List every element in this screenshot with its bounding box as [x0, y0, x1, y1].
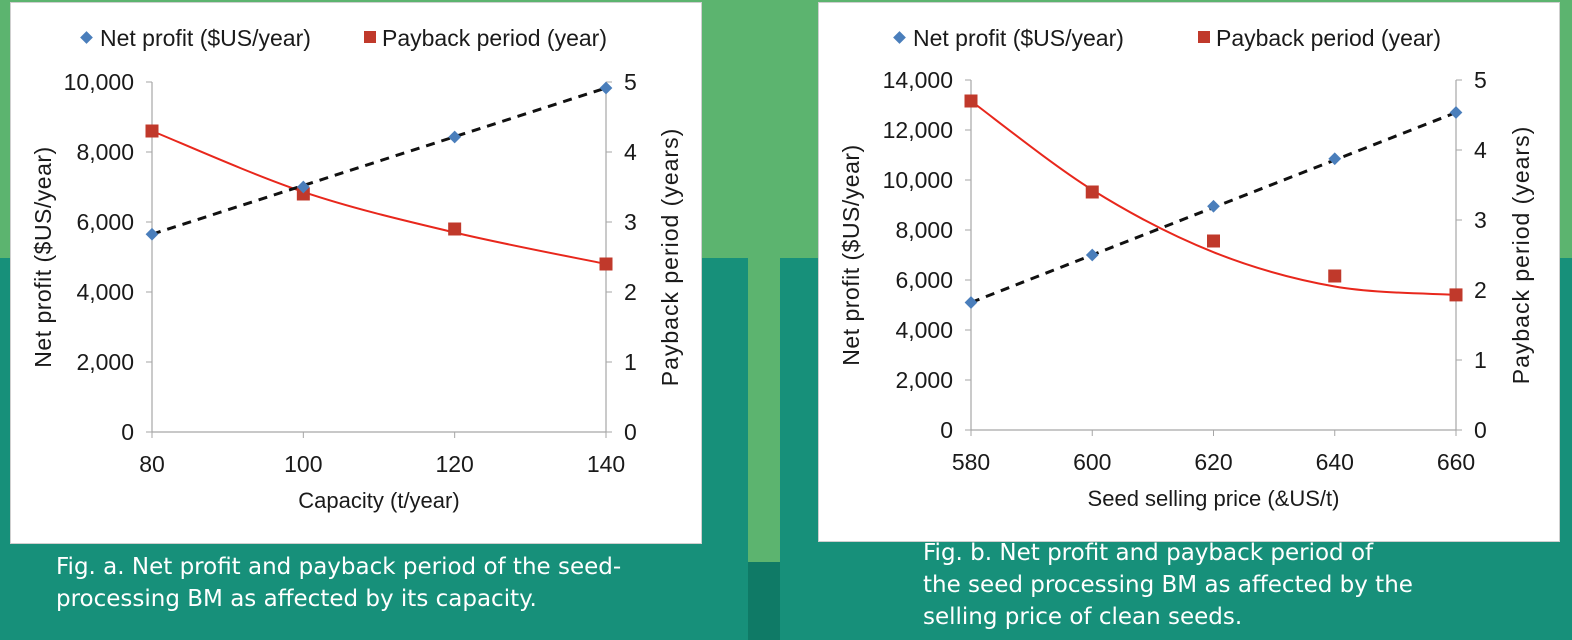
y-tick-label: 6,000	[76, 209, 134, 235]
y-tick-label: 10,000	[883, 167, 953, 193]
caption-fig-a: Fig. a. Net profit and payback period of…	[56, 551, 621, 615]
caption-a-line-1: Fig. a. Net profit and payback period of…	[56, 554, 622, 580]
net-profit-point	[145, 227, 159, 241]
legend-payback-marker	[364, 31, 376, 43]
payback-trendline	[970, 100, 1457, 296]
payback-trendline	[151, 130, 607, 265]
y-tick-label: 12,000	[883, 117, 953, 143]
net-profit-point	[599, 81, 613, 95]
y2-tick-label: 3	[1474, 207, 1487, 233]
x-tick-label: 80	[139, 451, 165, 477]
y2-tick-label: 4	[1474, 137, 1487, 163]
y-tick-label: 4,000	[76, 279, 134, 305]
payback-point	[964, 94, 978, 108]
center-divider-light	[748, 0, 780, 562]
payback-point	[448, 222, 462, 236]
legend-net-profit-marker	[893, 31, 906, 44]
payback-point	[1328, 269, 1342, 283]
legend-net-profit-marker	[80, 31, 93, 44]
y-axis-title-right: Payback period (years)	[657, 128, 683, 387]
payback-point	[599, 257, 613, 271]
net-profit-point	[964, 296, 978, 309]
x-axis-title: Capacity (t/year)	[298, 488, 459, 513]
caption-a-line-2: processing BM as affected by its capacit…	[56, 586, 537, 612]
caption-b-line-2: the seed processing BM as affected by th…	[923, 572, 1413, 598]
y2-tick-label: 0	[624, 419, 637, 445]
y-tick-label: 0	[121, 419, 134, 445]
x-tick-label: 600	[1073, 449, 1111, 475]
y2-tick-label: 5	[624, 69, 637, 95]
net-profit-point	[296, 180, 310, 194]
chart-panel-capacity: 0 2,000 4,000 6,000 8,000 10,000 0 1 2 3 4 5 80 100 12…	[10, 2, 702, 544]
legend-net-profit-label: Net profit ($US/year)	[913, 25, 1124, 51]
caption-fig-b: Fig. b. Net profit and payback period of…	[923, 537, 1413, 633]
y-tick-label: 2,000	[76, 349, 134, 375]
y2-tick-label: 1	[1474, 347, 1487, 373]
chart-panel-seed-price: 0 2,000 4,000 6,000 8,000 10,000 12,000 14,000 0…	[818, 2, 1560, 542]
caption-b-line-3: selling price of clean seeds.	[923, 604, 1243, 630]
legend-net-profit-label: Net profit ($US/year)	[100, 25, 311, 51]
net-profit-trendline	[151, 86, 607, 236]
payback-point	[1449, 288, 1463, 302]
net-profit-point	[448, 130, 462, 144]
y-tick-label: 6,000	[895, 267, 953, 293]
payback-point	[145, 124, 159, 138]
y2-tick-label: 1	[624, 349, 637, 375]
y-tick-label: 8,000	[76, 139, 134, 165]
y2-tick-label: 3	[624, 209, 637, 235]
y-tick-label: 10,000	[64, 69, 134, 95]
y-axis-title-left: Net profit ($US/year)	[30, 146, 56, 367]
x-tick-label: 100	[284, 451, 322, 477]
x-tick-label: 620	[1194, 449, 1232, 475]
y2-tick-label: 5	[1474, 67, 1487, 93]
y2-tick-label: 2	[624, 279, 637, 305]
x-tick-label: 120	[435, 451, 473, 477]
y-tick-label: 14,000	[883, 67, 953, 93]
chart-capacity: 0 2,000 4,000 6,000 8,000 10,000 0 1 2 3 4 5 80 100 12…	[30, 25, 683, 513]
x-tick-label: 580	[952, 449, 990, 475]
payback-point	[1085, 185, 1099, 199]
net-profit-point	[1085, 248, 1099, 262]
y2-tick-label: 0	[1474, 417, 1487, 443]
y-tick-label: 4,000	[895, 317, 953, 343]
legend-payback-label: Payback period (year)	[382, 25, 607, 51]
legend-payback-marker	[1198, 31, 1210, 43]
payback-point	[296, 187, 310, 201]
y2-tick-label: 2	[1474, 277, 1487, 303]
center-divider-dark	[748, 562, 780, 640]
y2-tick-label: 4	[624, 139, 637, 165]
legend-payback-label: Payback period (year)	[1216, 25, 1441, 51]
caption-b-line-1: Fig. b. Net profit and payback period of	[923, 540, 1374, 566]
y-tick-label: 8,000	[895, 217, 953, 243]
net-profit-point	[1449, 106, 1463, 119]
x-tick-label: 660	[1437, 449, 1475, 475]
y-axis-title-right: Payback period (years)	[1508, 126, 1534, 385]
x-tick-label: 640	[1316, 449, 1354, 475]
y-tick-label: 2,000	[895, 367, 953, 393]
net-profit-point	[1207, 199, 1220, 213]
x-axis-title: Seed selling price (&US/t)	[1088, 486, 1340, 511]
y-tick-label: 0	[940, 417, 953, 443]
chart-seed-price: 0 2,000 4,000 6,000 8,000 10,000 12,000 14,000 0…	[838, 25, 1534, 511]
x-tick-label: 140	[587, 451, 625, 477]
y-axis-title-left: Net profit ($US/year)	[838, 144, 864, 365]
payback-point	[1207, 234, 1220, 248]
